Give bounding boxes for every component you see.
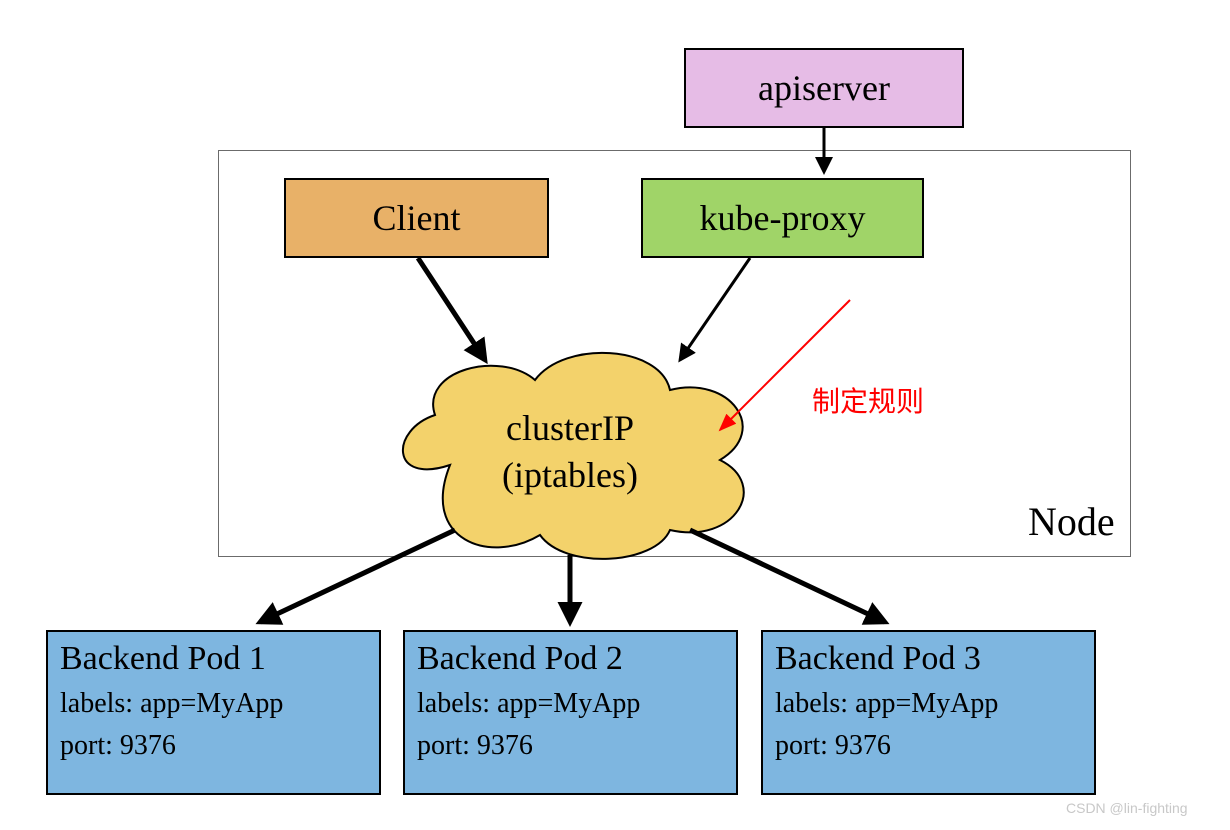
annotation-text: 制定规则 xyxy=(812,380,924,420)
pod3-labels: labels: app=MyApp xyxy=(775,688,1082,720)
pod1-node: Backend Pod 1 labels: app=MyApp port: 93… xyxy=(46,630,381,795)
watermark-text: CSDN @lin-fighting xyxy=(1066,800,1188,816)
kubeproxy-label: kube-proxy xyxy=(700,197,866,239)
node-label: Node xyxy=(1028,498,1115,545)
client-label: Client xyxy=(373,197,461,239)
pod2-labels: labels: app=MyApp xyxy=(417,688,724,720)
kubeproxy-node: kube-proxy xyxy=(641,178,924,258)
apiserver-node: apiserver xyxy=(684,48,964,128)
clusterip-cloud xyxy=(370,335,770,570)
pod3-node: Backend Pod 3 labels: app=MyApp port: 93… xyxy=(761,630,1096,795)
client-node: Client xyxy=(284,178,549,258)
pod1-labels: labels: app=MyApp xyxy=(60,688,367,720)
pod2-port: port: 9376 xyxy=(417,730,724,762)
pod3-title: Backend Pod 3 xyxy=(775,640,1082,678)
pod1-port: port: 9376 xyxy=(60,730,367,762)
pod3-port: port: 9376 xyxy=(775,730,1082,762)
pod2-node: Backend Pod 2 labels: app=MyApp port: 93… xyxy=(403,630,738,795)
apiserver-label: apiserver xyxy=(758,67,890,109)
pod2-title: Backend Pod 2 xyxy=(417,640,724,678)
pod1-title: Backend Pod 1 xyxy=(60,640,367,678)
